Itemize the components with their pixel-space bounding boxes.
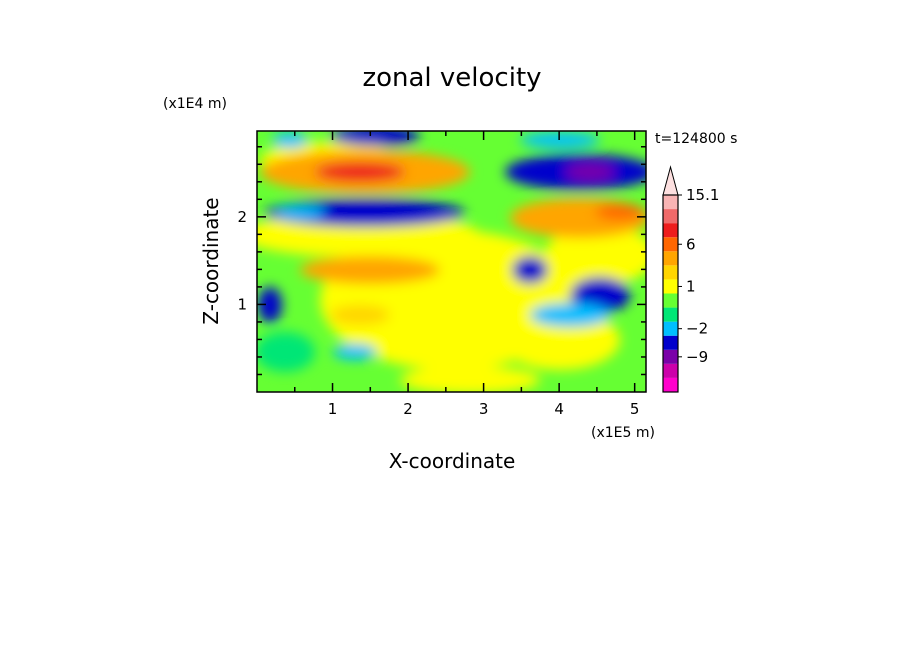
colorbar-tick-label: −9 xyxy=(686,348,708,366)
field-region-orange-patch xyxy=(300,256,440,284)
field-region-orange-core xyxy=(595,204,645,220)
field-region-cyan-top-right xyxy=(520,132,600,148)
y-scale-label: (x1E4 m) xyxy=(163,96,227,112)
colorbar-segment xyxy=(663,363,678,378)
colorbar-tick-label: −2 xyxy=(686,320,708,338)
field-region-blue-top xyxy=(330,131,420,146)
colorbar-segment xyxy=(663,279,678,294)
field-region-yellow-right xyxy=(545,225,646,285)
colorbar-extend-arrow xyxy=(662,165,679,196)
colorbar-tick-label: 1 xyxy=(686,277,696,295)
colorbar-segment xyxy=(663,321,678,336)
y-axis-title: Z-coordinate xyxy=(199,197,223,324)
velocity-field xyxy=(257,131,646,392)
x-tick-label: 5 xyxy=(630,400,640,418)
x-tick-label: 2 xyxy=(403,400,413,418)
colorbar-segment xyxy=(663,265,678,280)
y-tick-label: 2 xyxy=(237,208,247,226)
field-region-purple-core xyxy=(565,164,615,180)
y-axis-ticks: 12 xyxy=(237,146,646,376)
chart-title: zonal velocity xyxy=(362,63,541,93)
colorbar-segment xyxy=(663,377,678,392)
field-region-gold-patch xyxy=(330,305,390,325)
x-tick-label: 4 xyxy=(554,400,564,418)
field-region-blue-patch-a xyxy=(512,256,548,284)
field-region-green-bottom xyxy=(257,332,315,372)
colorbar-tick-label: 15.1 xyxy=(686,186,719,204)
field-region-cyan-top-left xyxy=(272,132,308,148)
colorbar-segment xyxy=(663,293,678,308)
y-tick-label: 1 xyxy=(237,295,247,313)
field-region-upper-jet-core xyxy=(315,162,405,182)
x-axis-ticks: 1 2 3 4 5 xyxy=(294,131,640,418)
colorbar-segment xyxy=(663,335,678,350)
colorbar-segment xyxy=(663,251,678,266)
x-scale-label: (x1E5 m) xyxy=(591,425,655,441)
time-label: t=124800 s xyxy=(655,131,737,147)
field-region-yellow-bottom xyxy=(400,366,540,392)
field-region-blue-left-edge xyxy=(258,287,282,323)
x-tick-label: 3 xyxy=(479,400,489,418)
colorbar-segment xyxy=(663,307,678,322)
field-region-cyan-bottom xyxy=(333,344,377,360)
colorbar-segment xyxy=(663,237,678,252)
field-region-cyan-patch xyxy=(530,303,610,327)
colorbar-frame xyxy=(662,194,679,393)
plot-frame xyxy=(256,130,647,393)
field-region-cyan-fringe xyxy=(275,207,325,219)
colorbar-segment xyxy=(663,195,678,210)
x-axis-title: X-coordinate xyxy=(389,449,516,473)
colorbar: 15.1 6 1 −2 −9 xyxy=(662,165,719,393)
colorbar-tick-label: 6 xyxy=(686,235,696,253)
colorbar-segment xyxy=(663,223,678,238)
colorbar-segment xyxy=(663,209,678,224)
x-tick-label: 1 xyxy=(328,400,338,418)
colorbar-segment xyxy=(663,349,678,364)
field-region-blue-band xyxy=(265,199,465,227)
